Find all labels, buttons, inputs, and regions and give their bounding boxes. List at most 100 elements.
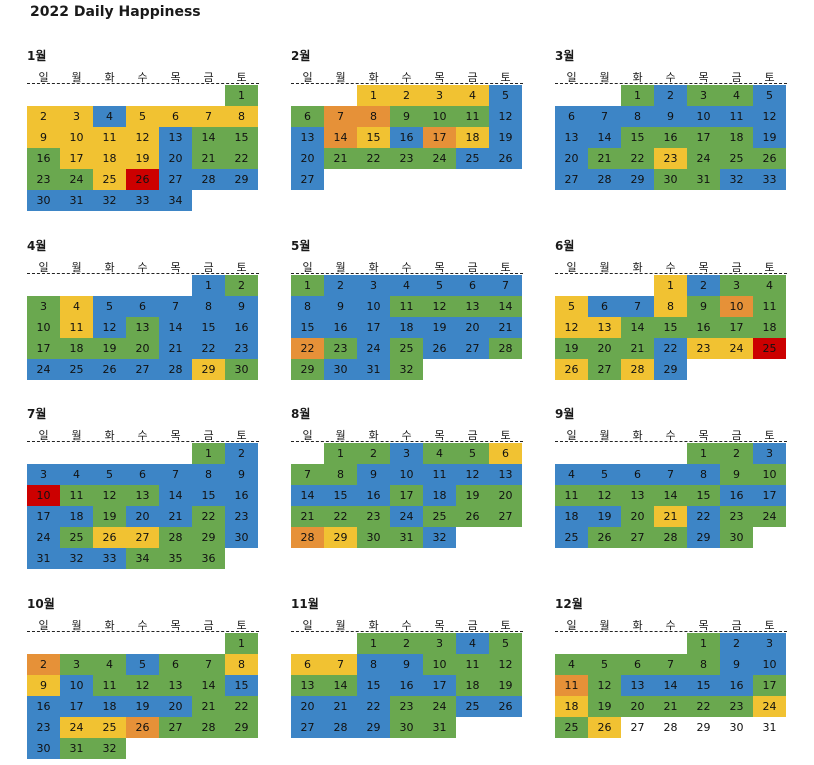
day-cell: 22 xyxy=(291,338,324,359)
day-cell: 14 xyxy=(654,485,687,506)
day-cell: 28 xyxy=(588,169,621,190)
day-cell: 27 xyxy=(126,359,159,380)
day-cell: 29 xyxy=(225,717,258,738)
day-cell: 26 xyxy=(753,148,786,169)
day-cell: 4 xyxy=(60,464,93,485)
day-cell: 19 xyxy=(126,696,159,717)
day-cell: 14 xyxy=(489,296,522,317)
day-cell: 2 xyxy=(390,85,423,106)
day-cell: 28 xyxy=(159,527,192,548)
day-cell: 29 xyxy=(225,169,258,190)
day-cell: 29 xyxy=(192,527,225,548)
weekday-label: 금 xyxy=(203,261,214,274)
day-cell: 13 xyxy=(588,317,621,338)
weekday-label: 목 xyxy=(170,619,181,632)
day-cell: 4 xyxy=(555,654,588,675)
weekday-label: 월 xyxy=(335,429,346,442)
day-cell: 7 xyxy=(489,275,522,296)
day-cell: 27 xyxy=(291,717,324,738)
day-cell: 8 xyxy=(192,464,225,485)
day-cell: 3 xyxy=(687,85,720,106)
day-cell: 18 xyxy=(753,317,786,338)
weekday-label: 토 xyxy=(236,261,247,274)
day-cell: 9 xyxy=(324,296,357,317)
day-cell: 13 xyxy=(126,317,159,338)
day-cell: 7 xyxy=(621,296,654,317)
day-cell: 18 xyxy=(93,696,126,717)
day-cell: 19 xyxy=(423,317,456,338)
day-cell: 4 xyxy=(93,654,126,675)
month-title: 5월 xyxy=(291,239,311,253)
day-cell: 31 xyxy=(390,527,423,548)
month-title: 4월 xyxy=(27,239,47,253)
day-cell: 24 xyxy=(357,338,390,359)
day-cell: 21 xyxy=(192,148,225,169)
day-cell: 20 xyxy=(291,148,324,169)
day-cell: 36 xyxy=(192,548,225,569)
day-cell: 22 xyxy=(192,506,225,527)
day-cell: 33 xyxy=(126,190,159,211)
day-cell: 9 xyxy=(27,127,60,148)
day-cell: 31 xyxy=(27,548,60,569)
day-cell: 3 xyxy=(423,633,456,654)
weekday-label: 토 xyxy=(764,261,775,274)
day-cell: 3 xyxy=(390,443,423,464)
day-cell: 10 xyxy=(60,675,93,696)
day-cell: 6 xyxy=(456,275,489,296)
day-cell: 30 xyxy=(27,190,60,211)
day-cell: 9 xyxy=(687,296,720,317)
day-cell: 3 xyxy=(720,275,753,296)
weekday-label: 화 xyxy=(632,429,643,442)
day-cell: 12 xyxy=(588,675,621,696)
day-cell: 12 xyxy=(126,127,159,148)
weekday-label: 금 xyxy=(731,619,742,632)
day-cell: 9 xyxy=(357,464,390,485)
weekday-label: 수 xyxy=(401,261,412,274)
day-cell: 5 xyxy=(126,106,159,127)
day-cell: 5 xyxy=(489,85,522,106)
weekday-label: 토 xyxy=(500,71,511,84)
day-cell: 2 xyxy=(654,85,687,106)
day-cell: 14 xyxy=(621,317,654,338)
month-title: 12월 xyxy=(555,597,583,611)
day-cell: 3 xyxy=(357,275,390,296)
day-cell: 25 xyxy=(60,359,93,380)
day-cell: 11 xyxy=(720,106,753,127)
day-cell: 6 xyxy=(291,654,324,675)
day-cell: 21 xyxy=(324,148,357,169)
day-cell: 6 xyxy=(489,443,522,464)
weekday-label: 월 xyxy=(71,261,82,274)
day-cell: 13 xyxy=(489,464,522,485)
weekday-label: 금 xyxy=(731,71,742,84)
day-cell: 30 xyxy=(324,359,357,380)
day-cell: 14 xyxy=(654,675,687,696)
weekday-label: 목 xyxy=(698,261,709,274)
weekday-label: 화 xyxy=(104,261,115,274)
day-cell: 33 xyxy=(93,548,126,569)
day-cell: 6 xyxy=(159,654,192,675)
day-cell: 7 xyxy=(159,296,192,317)
weekday-label: 화 xyxy=(104,429,115,442)
day-cell: 32 xyxy=(390,359,423,380)
day-cell: 14 xyxy=(159,317,192,338)
day-cell: 10 xyxy=(753,464,786,485)
day-cell: 26 xyxy=(93,359,126,380)
day-cell: 12 xyxy=(423,296,456,317)
day-cell: 21 xyxy=(654,696,687,717)
weekday-label: 목 xyxy=(698,429,709,442)
day-cell: 24 xyxy=(27,359,60,380)
day-cell: 13 xyxy=(456,296,489,317)
day-cell: 8 xyxy=(225,106,258,127)
day-cell: 12 xyxy=(489,654,522,675)
day-cell: 31 xyxy=(60,190,93,211)
weekday-label: 목 xyxy=(170,429,181,442)
day-cell: 6 xyxy=(126,296,159,317)
day-cell: 22 xyxy=(654,338,687,359)
day-cell: 9 xyxy=(720,464,753,485)
day-cell: 1 xyxy=(324,443,357,464)
day-cell: 2 xyxy=(324,275,357,296)
